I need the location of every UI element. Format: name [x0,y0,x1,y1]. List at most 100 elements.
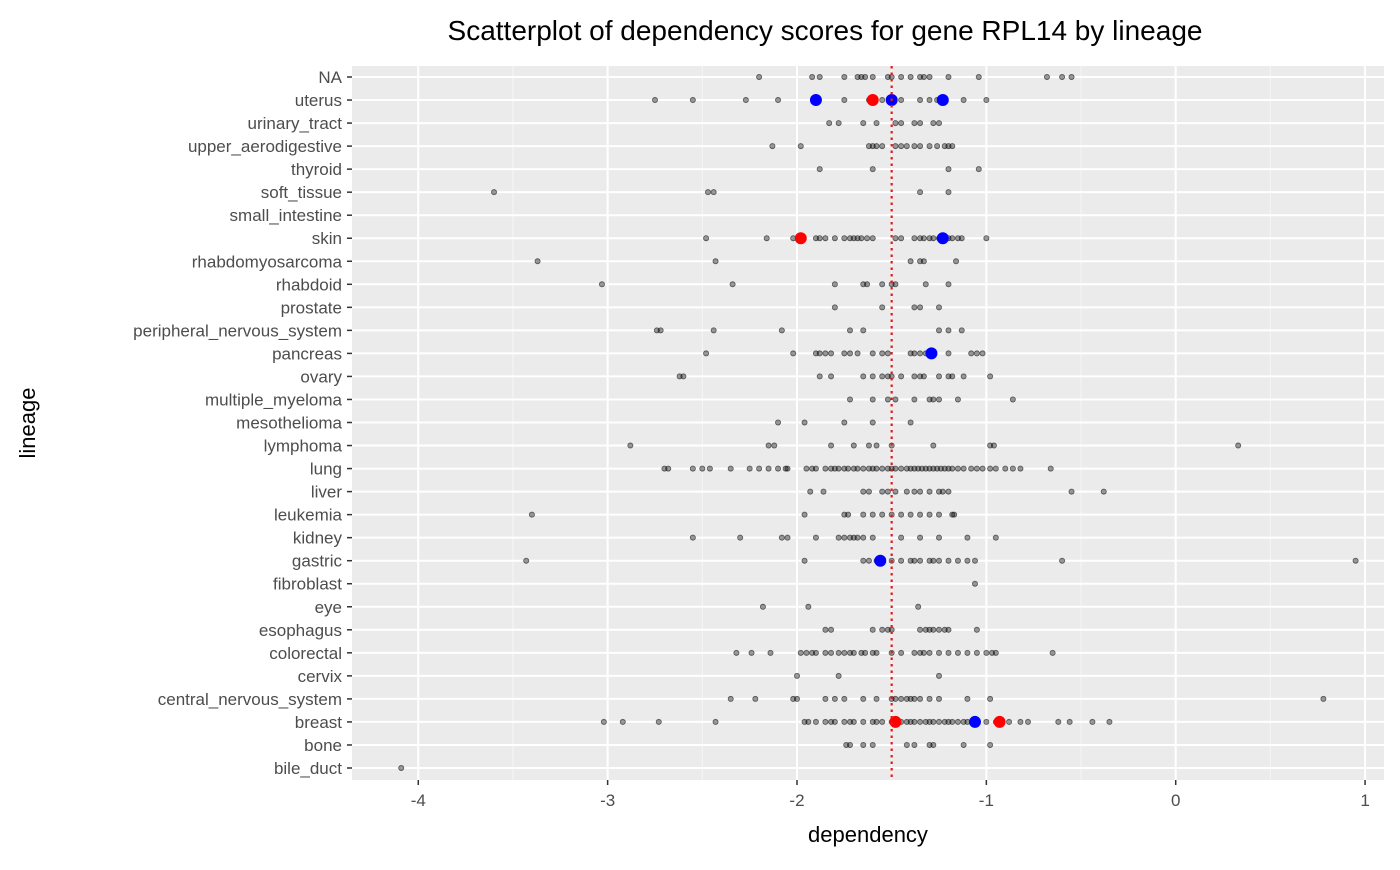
data-point [917,189,924,196]
data-point [930,235,937,242]
data-point [812,534,819,541]
data-point [926,488,933,495]
data-point [619,718,626,725]
data-point [964,557,971,564]
data-point [812,465,819,472]
data-point [831,281,838,288]
data-point [864,281,871,288]
data-point [873,695,880,702]
data-point [960,465,967,472]
data-point [1047,465,1054,472]
highlight-point [968,715,981,728]
data-point [869,626,876,633]
data-point [960,741,967,748]
data-point [759,603,766,610]
data-point [898,373,905,380]
data-point [797,649,804,656]
data-point [727,695,734,702]
data-point [869,166,876,173]
data-point [939,488,946,495]
data-point [992,649,999,656]
data-point [831,718,838,725]
x-axis-title: dependency [808,822,928,847]
data-point [911,557,918,564]
data-point [926,74,933,81]
data-point [945,74,952,81]
data-point [968,465,975,472]
data-point [920,74,927,81]
data-point [975,74,982,81]
data-point [860,695,867,702]
data-point [865,442,872,449]
y-tick-label: multiple_myeloma [205,390,343,409]
data-point [869,373,876,380]
data-point [973,350,980,357]
data-point [936,534,943,541]
data-point [892,488,899,495]
data-point [869,419,876,426]
data-point [816,166,823,173]
data-point [1055,718,1062,725]
data-point [822,350,829,357]
data-point [841,350,848,357]
data-point [873,120,880,127]
data-point [915,603,922,610]
data-point [841,74,848,81]
data-point [922,281,929,288]
y-tick-label: gastric [292,552,343,571]
data-point [847,350,854,357]
data-point [657,327,664,334]
data-point [828,442,835,449]
data-point [869,534,876,541]
data-point [803,649,810,656]
data-point [835,649,842,656]
x-tick-label: -2 [789,791,804,810]
data-point [822,465,829,472]
data-point [869,74,876,81]
data-point [945,626,952,633]
data-point [917,718,924,725]
y-axis-title: lineage [15,388,40,459]
data-point [712,258,719,265]
y-tick-label: cervix [298,667,343,686]
data-point [860,557,867,564]
y-tick-label: breast [295,713,343,732]
data-point [835,534,842,541]
data-point [865,488,872,495]
data-point [841,419,848,426]
data-point [930,718,937,725]
data-point [816,350,823,357]
y-tick-label: upper_aerodigestive [188,137,342,156]
data-point [949,143,956,150]
data-point [775,419,782,426]
data-point [920,373,927,380]
data-point [936,695,943,702]
data-point [920,258,927,265]
data-point [987,373,994,380]
data-point [1068,488,1075,495]
data-point [733,649,740,656]
data-point [600,718,607,725]
data-point [816,373,823,380]
data-point [860,741,867,748]
data-point [945,488,952,495]
data-point [1089,718,1096,725]
data-point [911,649,918,656]
data-point [782,465,789,472]
data-point [841,649,848,656]
data-point [822,649,829,656]
data-point [767,649,774,656]
data-point [860,488,867,495]
data-point [949,235,956,242]
y-tick-label: rhabdoid [276,275,342,294]
data-point [703,350,710,357]
data-point [936,327,943,334]
data-point [930,626,937,633]
data-point [689,465,696,472]
data-point [873,143,880,150]
data-point [960,373,967,380]
data-point [892,396,899,403]
y-tick-label: small_intestine [230,206,342,225]
data-point [911,304,918,311]
